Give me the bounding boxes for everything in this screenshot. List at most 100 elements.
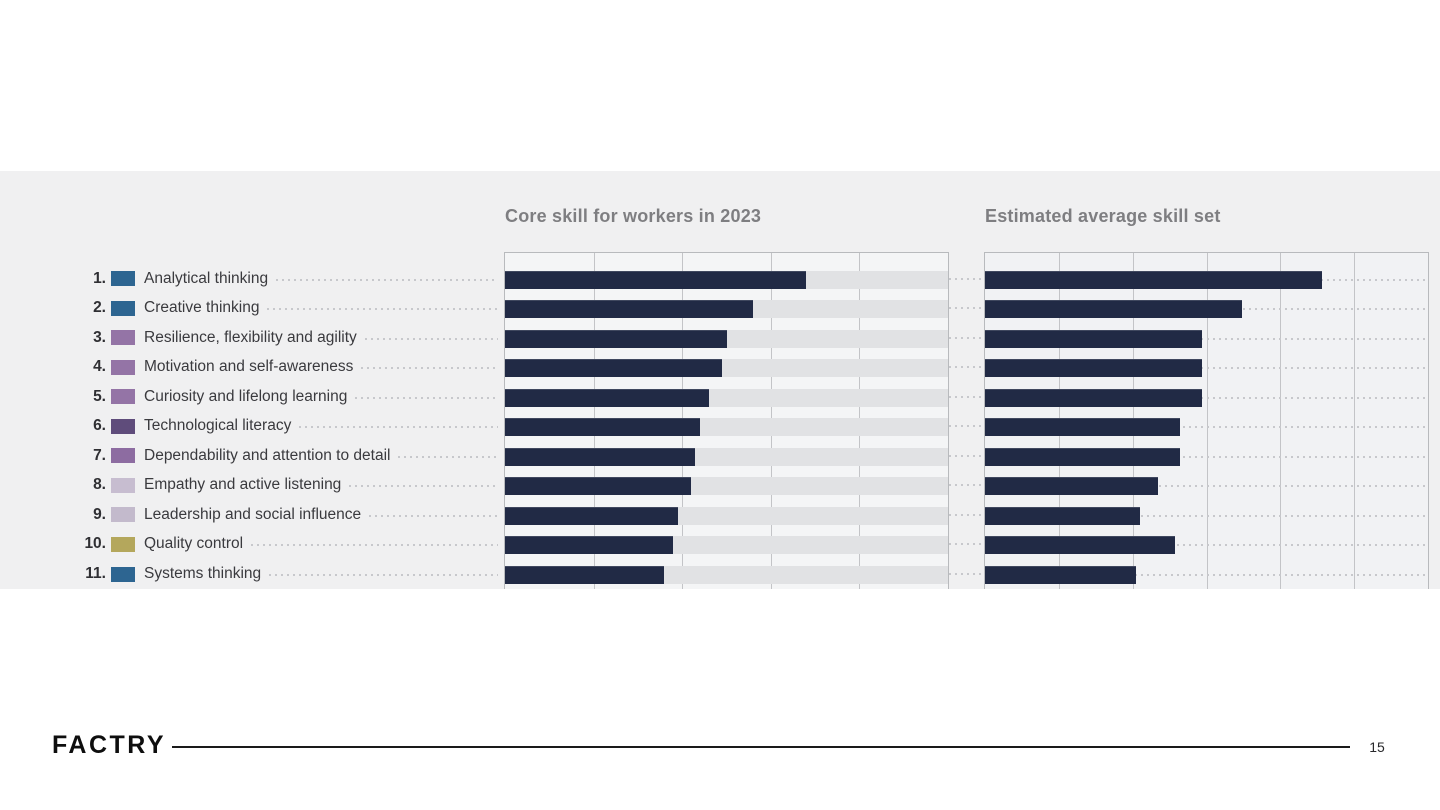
skill-label: Empathy and active listening	[144, 476, 342, 494]
skill-color-swatch	[111, 359, 135, 375]
dotted-leader	[949, 513, 984, 516]
dotted-leader	[985, 514, 1428, 517]
skill-rank: 4.	[93, 358, 106, 376]
dotted-leader	[276, 278, 498, 281]
skill-label: Leadership and social influence	[144, 505, 362, 523]
skill-list-item: 4. Motivation and self-awareness	[60, 352, 504, 382]
skill-list-item: 8. Empathy and active listening	[60, 470, 504, 500]
core-skill-bar	[505, 300, 754, 319]
core-skill-bar	[505, 388, 709, 407]
skill-label: Dependability and attention to detail	[144, 446, 391, 464]
skill-label: Resilience, flexibility and agility	[144, 328, 357, 346]
left-chart-title: Core skill for workers in 2023	[505, 206, 762, 226]
skill-rank: 8.	[93, 476, 106, 494]
page-number: 15	[1369, 739, 1385, 755]
skill-color-swatch	[111, 271, 135, 286]
skill-color-swatch	[111, 330, 135, 346]
skill-color-swatch	[111, 389, 135, 405]
avg-skill-bar	[985, 566, 1136, 584]
avg-skill-bar	[985, 506, 1141, 525]
gridline	[1354, 253, 1356, 589]
core-skill-bar	[505, 270, 807, 289]
skill-label: Technological literacy	[144, 417, 292, 435]
dotted-leader	[985, 485, 1428, 488]
dotted-leader	[267, 308, 498, 311]
skill-color-swatch	[111, 418, 135, 434]
dotted-leader	[949, 366, 984, 369]
avg-skill-bar	[985, 329, 1203, 348]
core-skill-bar	[505, 447, 696, 466]
skill-rank: 10.	[84, 535, 106, 553]
skill-list-item: 9. Leadership and social influence	[60, 500, 504, 530]
dotted-leader	[251, 544, 498, 547]
factry-logo: FACTRY	[52, 731, 167, 759]
skill-list-item: 5. Curiosity and lifelong learning	[60, 382, 504, 412]
dotted-leader	[985, 426, 1428, 429]
dotted-leader	[355, 396, 498, 399]
dotted-leader	[949, 277, 984, 280]
avg-skill-bar	[985, 447, 1180, 466]
dotted-leader	[949, 573, 984, 575]
dotted-leader	[985, 396, 1428, 399]
core-skill-bar	[505, 506, 678, 525]
skill-label: Motivation and self-awareness	[144, 358, 354, 376]
core-skill-bar	[505, 566, 665, 584]
skill-list-item: 11. Systems thinking	[60, 559, 504, 589]
gridline	[1280, 253, 1282, 589]
gridline	[1206, 253, 1208, 589]
dotted-leader	[949, 454, 984, 457]
core-skill-chart	[504, 252, 949, 589]
avg-skill-bar	[985, 536, 1176, 555]
skill-label: Creative thinking	[144, 299, 260, 317]
dotted-leader	[949, 543, 984, 546]
dotted-leader	[398, 455, 498, 458]
skill-label: Curiosity and lifelong learning	[144, 387, 348, 405]
dotted-leader	[949, 307, 984, 310]
avg-skill-chart	[984, 252, 1429, 589]
skill-list-item: 6. Technological literacy	[60, 411, 504, 441]
skill-label: Analytical thinking	[144, 269, 269, 287]
core-skill-bar	[505, 418, 700, 437]
skill-color-swatch	[111, 477, 135, 493]
dotted-leader	[949, 395, 984, 398]
avg-skill-bar	[985, 477, 1158, 496]
skill-list-item: 1. Analytical thinking	[60, 264, 504, 294]
avg-skill-bar	[985, 418, 1180, 437]
skill-rank: 3.	[93, 328, 106, 346]
core-skill-bar	[505, 359, 723, 378]
dotted-leader	[985, 574, 1428, 576]
right-chart-title: Estimated average skill set	[985, 206, 1221, 226]
dotted-leader	[949, 484, 984, 487]
dotted-leader	[269, 574, 498, 576]
skill-rank: 6.	[93, 417, 106, 435]
dotted-leader	[949, 425, 984, 428]
skill-list-item: 10. Quality control	[60, 529, 504, 559]
skill-list-item: 2. Creative thinking	[60, 293, 504, 323]
skill-list-item: 3. Resilience, flexibility and agility	[60, 323, 504, 353]
dotted-leader	[364, 337, 498, 340]
skill-color-swatch	[111, 566, 135, 582]
chart-panel: Core skill for workers in 2023 Estimated…	[0, 171, 1440, 589]
skill-rank: 11.	[85, 565, 106, 582]
skill-rank: 5.	[93, 387, 106, 405]
skill-list-item: 7. Dependability and attention to detail	[60, 441, 504, 471]
skill-rank: 7.	[93, 446, 106, 464]
dotted-leader	[349, 485, 498, 488]
core-skill-bar	[505, 477, 692, 496]
dotted-leader	[985, 367, 1428, 370]
core-skill-bar	[505, 329, 727, 348]
skill-rank: 9.	[93, 505, 106, 523]
dotted-leader	[369, 514, 498, 517]
core-skill-bar	[505, 536, 674, 555]
avg-skill-bar	[985, 359, 1203, 378]
avg-skill-bar	[985, 388, 1203, 407]
skill-label: Systems thinking	[144, 565, 262, 582]
skill-color-swatch	[111, 536, 135, 552]
skill-label: Quality control	[144, 535, 244, 553]
dotted-leader	[949, 336, 984, 339]
dotted-leader	[985, 337, 1428, 340]
avg-skill-bar	[985, 300, 1242, 319]
skill-color-swatch	[111, 300, 135, 316]
skill-color-swatch	[111, 507, 135, 523]
